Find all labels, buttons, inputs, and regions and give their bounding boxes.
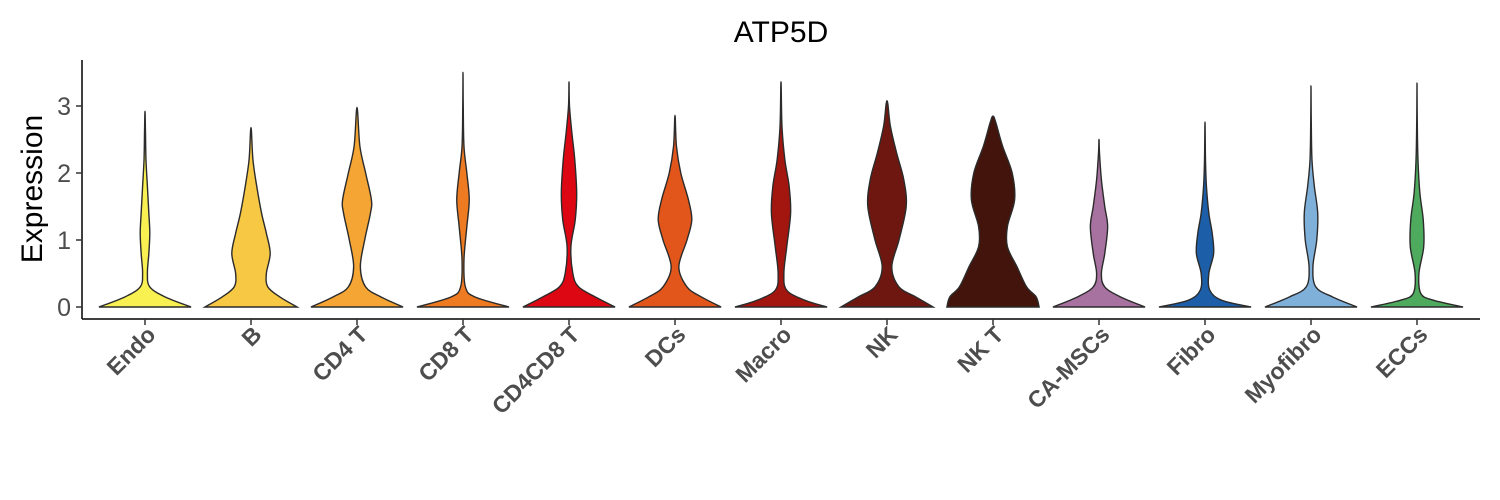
violin-cd8-t — [416, 71, 510, 308]
x-tick-label: CD4CD8 T — [487, 321, 585, 419]
violin-cd4cd8-t — [522, 81, 616, 308]
y-tick-label: 1 — [57, 227, 71, 255]
x-tick-label: NK T — [952, 321, 1008, 377]
x-tick-label: CA-MSCs — [1022, 321, 1114, 413]
x-tick-label: B — [236, 321, 266, 351]
x-tick-label: CD8 T — [413, 321, 478, 386]
y-tick-label: 2 — [57, 160, 71, 188]
violin-group — [98, 71, 1464, 308]
x-tick-label: CD4 T — [307, 321, 372, 386]
y-tick-label: 3 — [57, 93, 71, 121]
violin-dcs — [628, 114, 722, 308]
violin-nk — [838, 99, 936, 308]
violin-ca-mscs — [1052, 138, 1146, 308]
violin-nk-t — [945, 115, 1041, 308]
x-tick-label: Macro — [730, 321, 796, 387]
violin-eccs — [1370, 82, 1464, 308]
x-tick-label: NK — [861, 321, 903, 363]
y-axis-label: Expression — [16, 115, 49, 263]
x-tick-label: Myofibro — [1239, 321, 1326, 408]
violin-fibro — [1158, 121, 1252, 308]
x-tick-label: Fibro — [1161, 321, 1220, 380]
y-ticks: 0 1 2 3 — [57, 93, 82, 322]
chart-title: ATP5D — [734, 16, 828, 49]
violin-b — [202, 126, 300, 308]
violin-myofibro — [1264, 85, 1358, 308]
y-tick-label: 0 — [57, 294, 71, 322]
x-tick-label: DCs — [640, 321, 691, 372]
violin-endo — [98, 110, 192, 308]
x-tick-label: Endo — [101, 321, 160, 380]
x-ticks: Endo B CD4 T CD8 T CD4CD8 T DCs Macro NK NK T CA-… — [101, 319, 1433, 419]
violin-cd4-t — [310, 106, 404, 308]
violin-macro — [734, 81, 828, 308]
x-tick-label: ECCs — [1371, 321, 1433, 383]
